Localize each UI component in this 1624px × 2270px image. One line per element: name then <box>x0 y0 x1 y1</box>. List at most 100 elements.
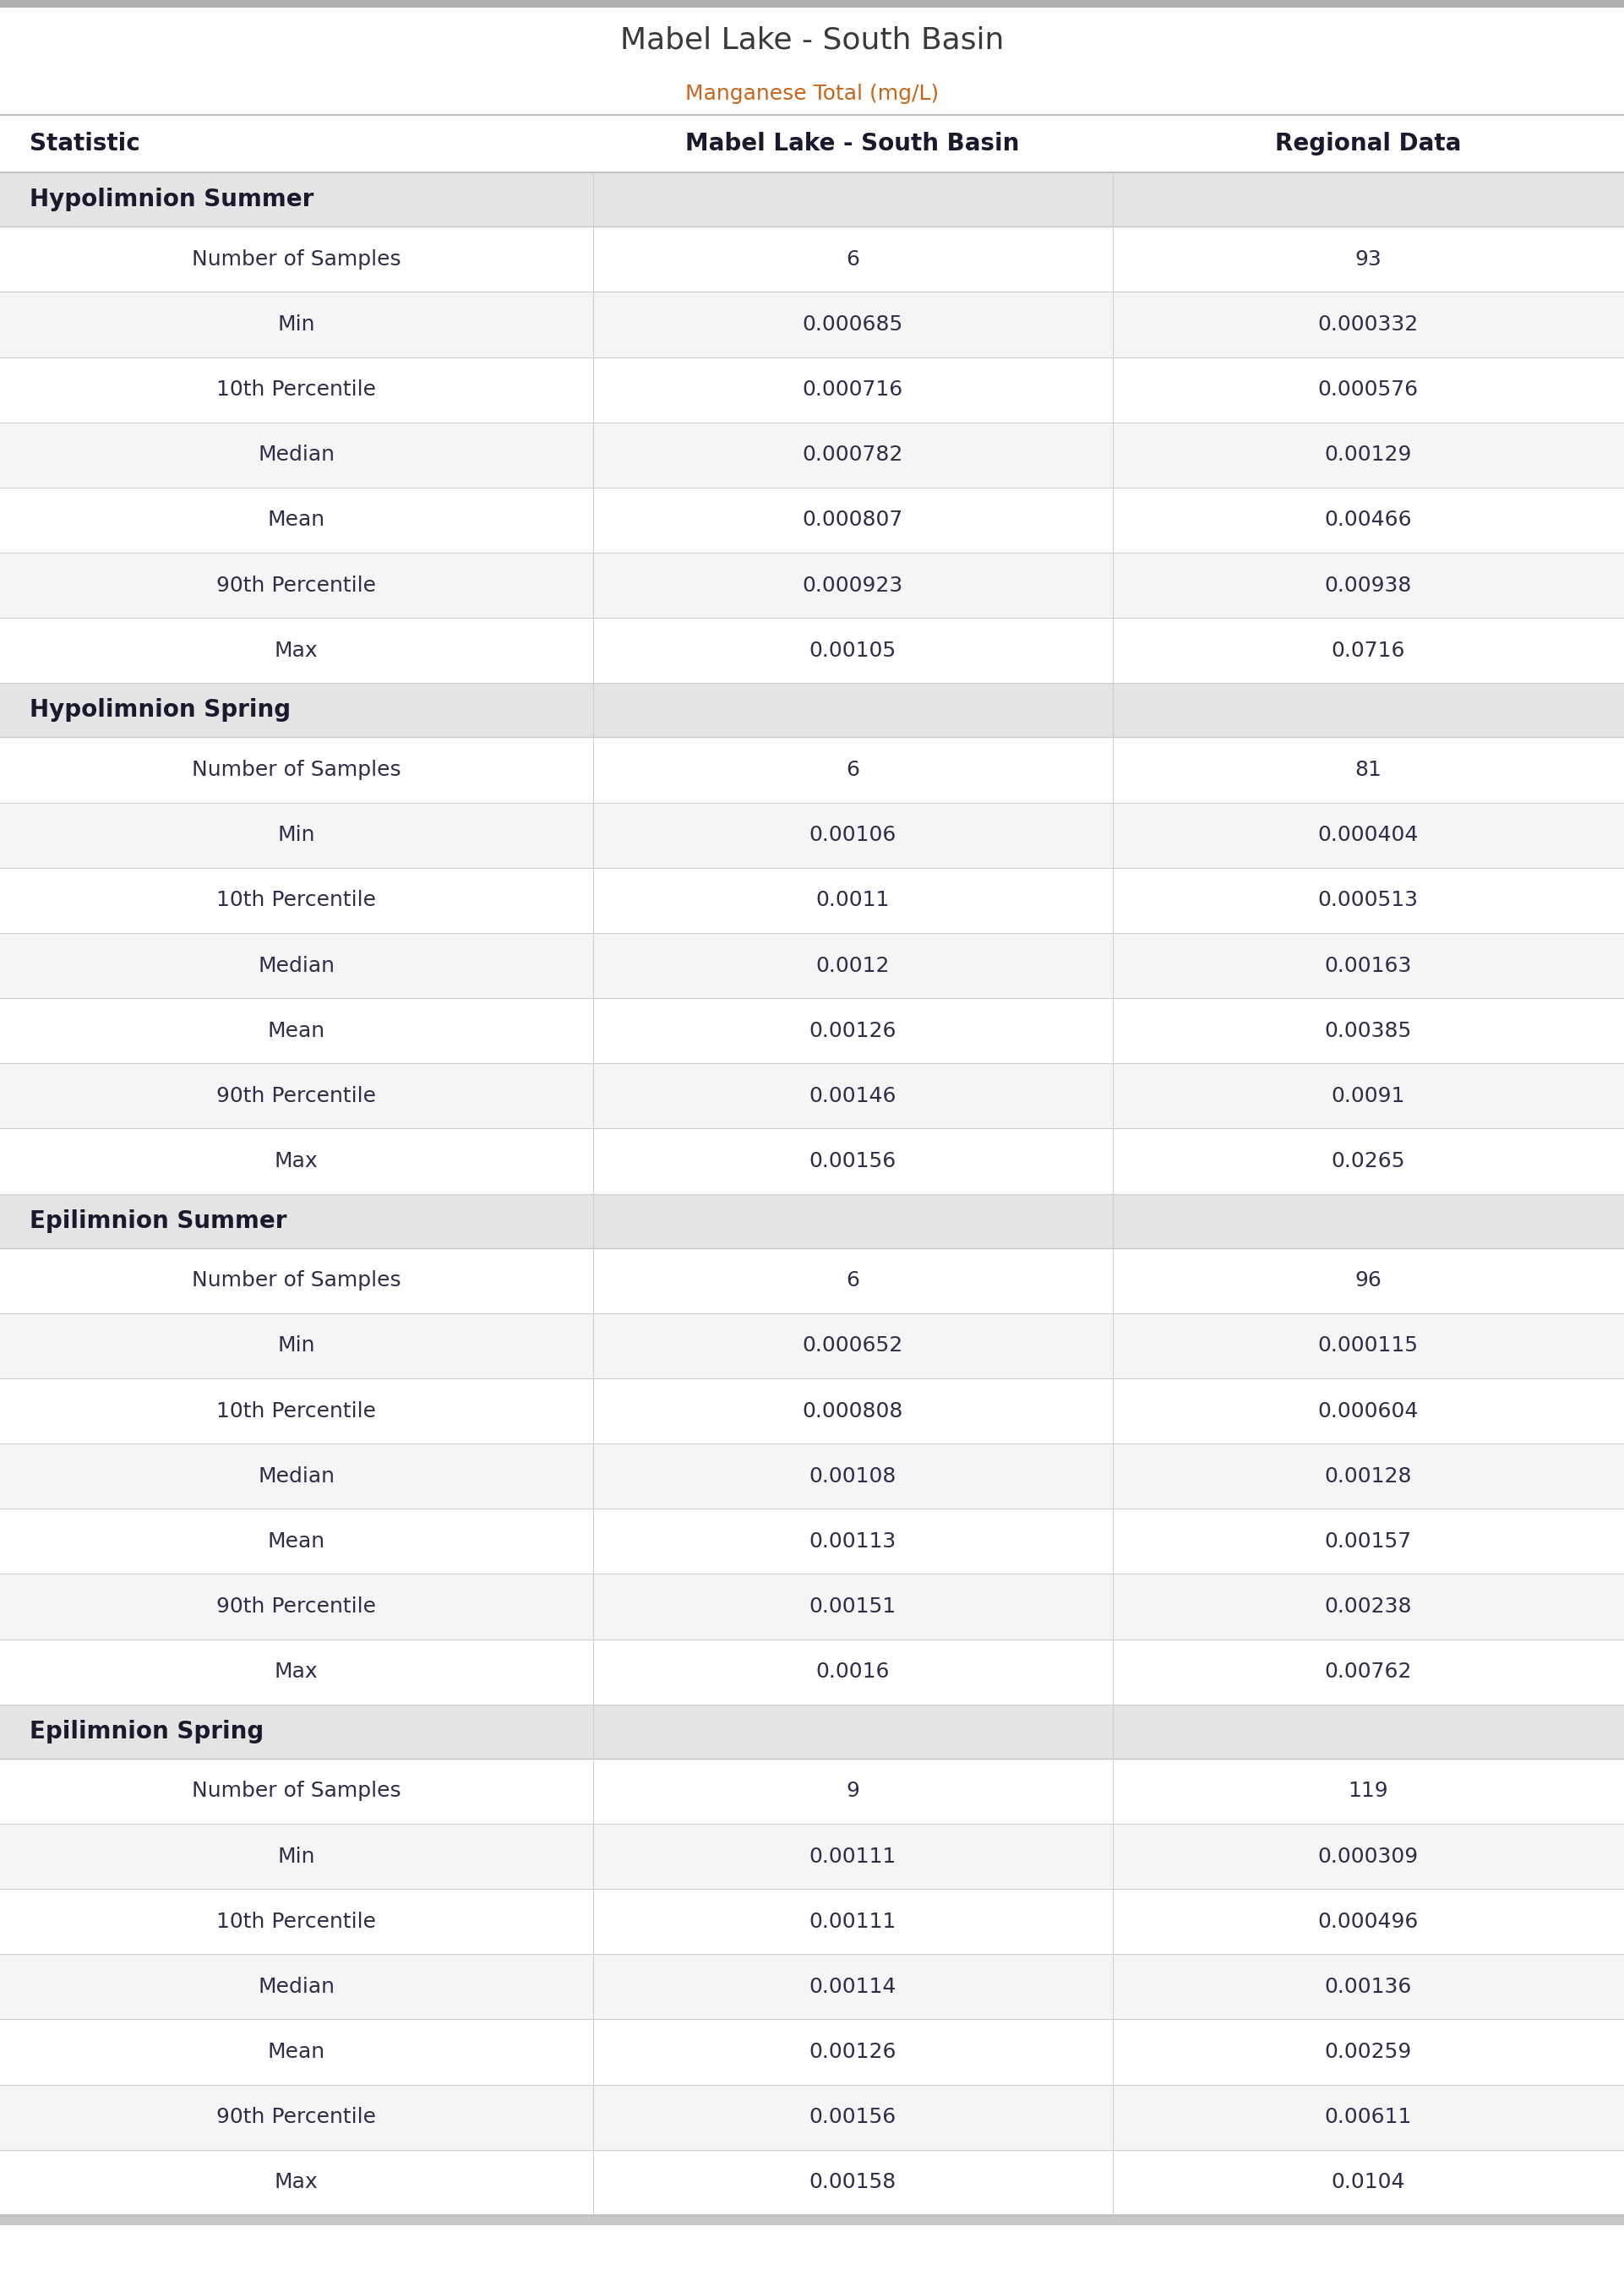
Text: 6: 6 <box>846 1271 859 1292</box>
Bar <box>0 1705 1624 1759</box>
Text: Number of Samples: Number of Samples <box>192 1271 401 1292</box>
Text: 0.000404: 0.000404 <box>1317 824 1419 844</box>
Bar <box>0 1062 1624 1128</box>
Text: 6: 6 <box>846 760 859 781</box>
Text: 0.00126: 0.00126 <box>809 1022 896 1042</box>
Text: Hypolimnion Spring: Hypolimnion Spring <box>29 699 291 722</box>
Text: Epilimnion Summer: Epilimnion Summer <box>29 1210 286 1233</box>
Bar <box>0 1249 1624 1312</box>
Text: 0.000604: 0.000604 <box>1317 1401 1419 1421</box>
Text: Hypolimnion Summer: Hypolimnion Summer <box>29 188 313 211</box>
Text: Min: Min <box>278 824 315 844</box>
Text: Statistic: Statistic <box>29 132 140 157</box>
Text: 81: 81 <box>1354 760 1382 781</box>
Text: 0.00108: 0.00108 <box>809 1466 896 1487</box>
Text: Mabel Lake - South Basin: Mabel Lake - South Basin <box>685 132 1020 157</box>
Text: 0.000808: 0.000808 <box>802 1401 903 1421</box>
Text: Mean: Mean <box>268 2043 325 2061</box>
Text: 0.0104: 0.0104 <box>1332 2172 1405 2193</box>
Text: Number of Samples: Number of Samples <box>192 250 401 270</box>
Text: 96: 96 <box>1354 1271 1382 1292</box>
Text: Median: Median <box>258 1466 335 1487</box>
Text: 0.000496: 0.000496 <box>1317 1911 1419 1932</box>
Text: 0.0012: 0.0012 <box>815 956 890 976</box>
Text: 0.00385: 0.00385 <box>1325 1022 1411 1042</box>
Text: 0.00106: 0.00106 <box>809 824 896 844</box>
Text: Median: Median <box>258 445 335 465</box>
Text: Regional Data: Regional Data <box>1275 132 1462 157</box>
Text: 0.000716: 0.000716 <box>802 379 903 400</box>
Bar <box>0 1573 1624 1639</box>
Text: 10th Percentile: 10th Percentile <box>216 1911 377 1932</box>
Text: Number of Samples: Number of Samples <box>192 760 401 781</box>
Text: 10th Percentile: 10th Percentile <box>216 890 377 910</box>
Bar <box>0 73 1624 116</box>
Bar <box>0 2084 1624 2150</box>
Text: 93: 93 <box>1354 250 1382 270</box>
Text: Epilimnion Spring: Epilimnion Spring <box>29 1721 263 1743</box>
Bar <box>0 738 1624 804</box>
Text: 0.00156: 0.00156 <box>809 1151 896 1171</box>
Text: 90th Percentile: 90th Percentile <box>216 1596 377 1616</box>
Text: Min: Min <box>278 313 315 334</box>
Text: Mabel Lake - South Basin: Mabel Lake - South Basin <box>620 25 1004 54</box>
Text: Mean: Mean <box>268 1532 325 1550</box>
Bar <box>0 356 1624 422</box>
Text: 0.000685: 0.000685 <box>802 313 903 334</box>
Bar <box>0 2020 1624 2084</box>
Text: 0.000782: 0.000782 <box>802 445 903 465</box>
Text: Min: Min <box>278 1846 315 1866</box>
Text: 0.00156: 0.00156 <box>809 2107 896 2127</box>
Text: 0.00259: 0.00259 <box>1325 2043 1411 2061</box>
Text: 0.00126: 0.00126 <box>809 2043 896 2061</box>
Bar <box>0 2150 1624 2216</box>
Text: 0.0091: 0.0091 <box>1332 1085 1405 1105</box>
Bar <box>0 9 1624 73</box>
Text: 0.000923: 0.000923 <box>802 574 903 595</box>
Text: 0.000115: 0.000115 <box>1319 1335 1418 1355</box>
Text: 0.000807: 0.000807 <box>802 511 903 531</box>
Bar <box>0 1128 1624 1194</box>
Text: 0.00151: 0.00151 <box>809 1596 896 1616</box>
Text: 0.00762: 0.00762 <box>1325 1662 1411 1682</box>
Text: 0.000652: 0.000652 <box>802 1335 903 1355</box>
Text: 0.0265: 0.0265 <box>1332 1151 1405 1171</box>
Text: 0.00611: 0.00611 <box>1325 2107 1411 2127</box>
Text: Max: Max <box>274 1151 318 1171</box>
Bar <box>0 0 1624 9</box>
Bar <box>0 116 1624 173</box>
Text: 0.00111: 0.00111 <box>809 1846 896 1866</box>
Text: 119: 119 <box>1348 1782 1389 1802</box>
Text: Median: Median <box>258 1977 335 1998</box>
Text: 0.00163: 0.00163 <box>1325 956 1411 976</box>
Bar <box>0 1639 1624 1705</box>
Text: 0.0016: 0.0016 <box>815 1662 890 1682</box>
Text: Min: Min <box>278 1335 315 1355</box>
Bar <box>0 1889 1624 1954</box>
Bar <box>0 1510 1624 1573</box>
Text: Max: Max <box>274 2172 318 2193</box>
Bar <box>0 488 1624 554</box>
Text: 0.00129: 0.00129 <box>1325 445 1411 465</box>
Bar <box>0 1378 1624 1444</box>
Text: 0.00238: 0.00238 <box>1325 1596 1411 1616</box>
Text: Max: Max <box>274 640 318 661</box>
Bar <box>0 999 1624 1062</box>
Text: 90th Percentile: 90th Percentile <box>216 1085 377 1105</box>
Text: 0.0716: 0.0716 <box>1332 640 1405 661</box>
Text: 0.00136: 0.00136 <box>1325 1977 1411 1998</box>
Bar <box>0 227 1624 293</box>
Text: 0.000309: 0.000309 <box>1319 1846 1418 1866</box>
Bar <box>0 804 1624 867</box>
Text: Max: Max <box>274 1662 318 1682</box>
Text: 0.000513: 0.000513 <box>1319 890 1418 910</box>
Text: 0.000332: 0.000332 <box>1317 313 1419 334</box>
Text: 0.0011: 0.0011 <box>815 890 890 910</box>
Text: Number of Samples: Number of Samples <box>192 1782 401 1802</box>
Bar <box>0 1312 1624 1378</box>
Text: Median: Median <box>258 956 335 976</box>
Text: Mean: Mean <box>268 1022 325 1042</box>
Bar <box>0 422 1624 488</box>
Text: 0.00466: 0.00466 <box>1325 511 1411 531</box>
Bar <box>0 1444 1624 1510</box>
